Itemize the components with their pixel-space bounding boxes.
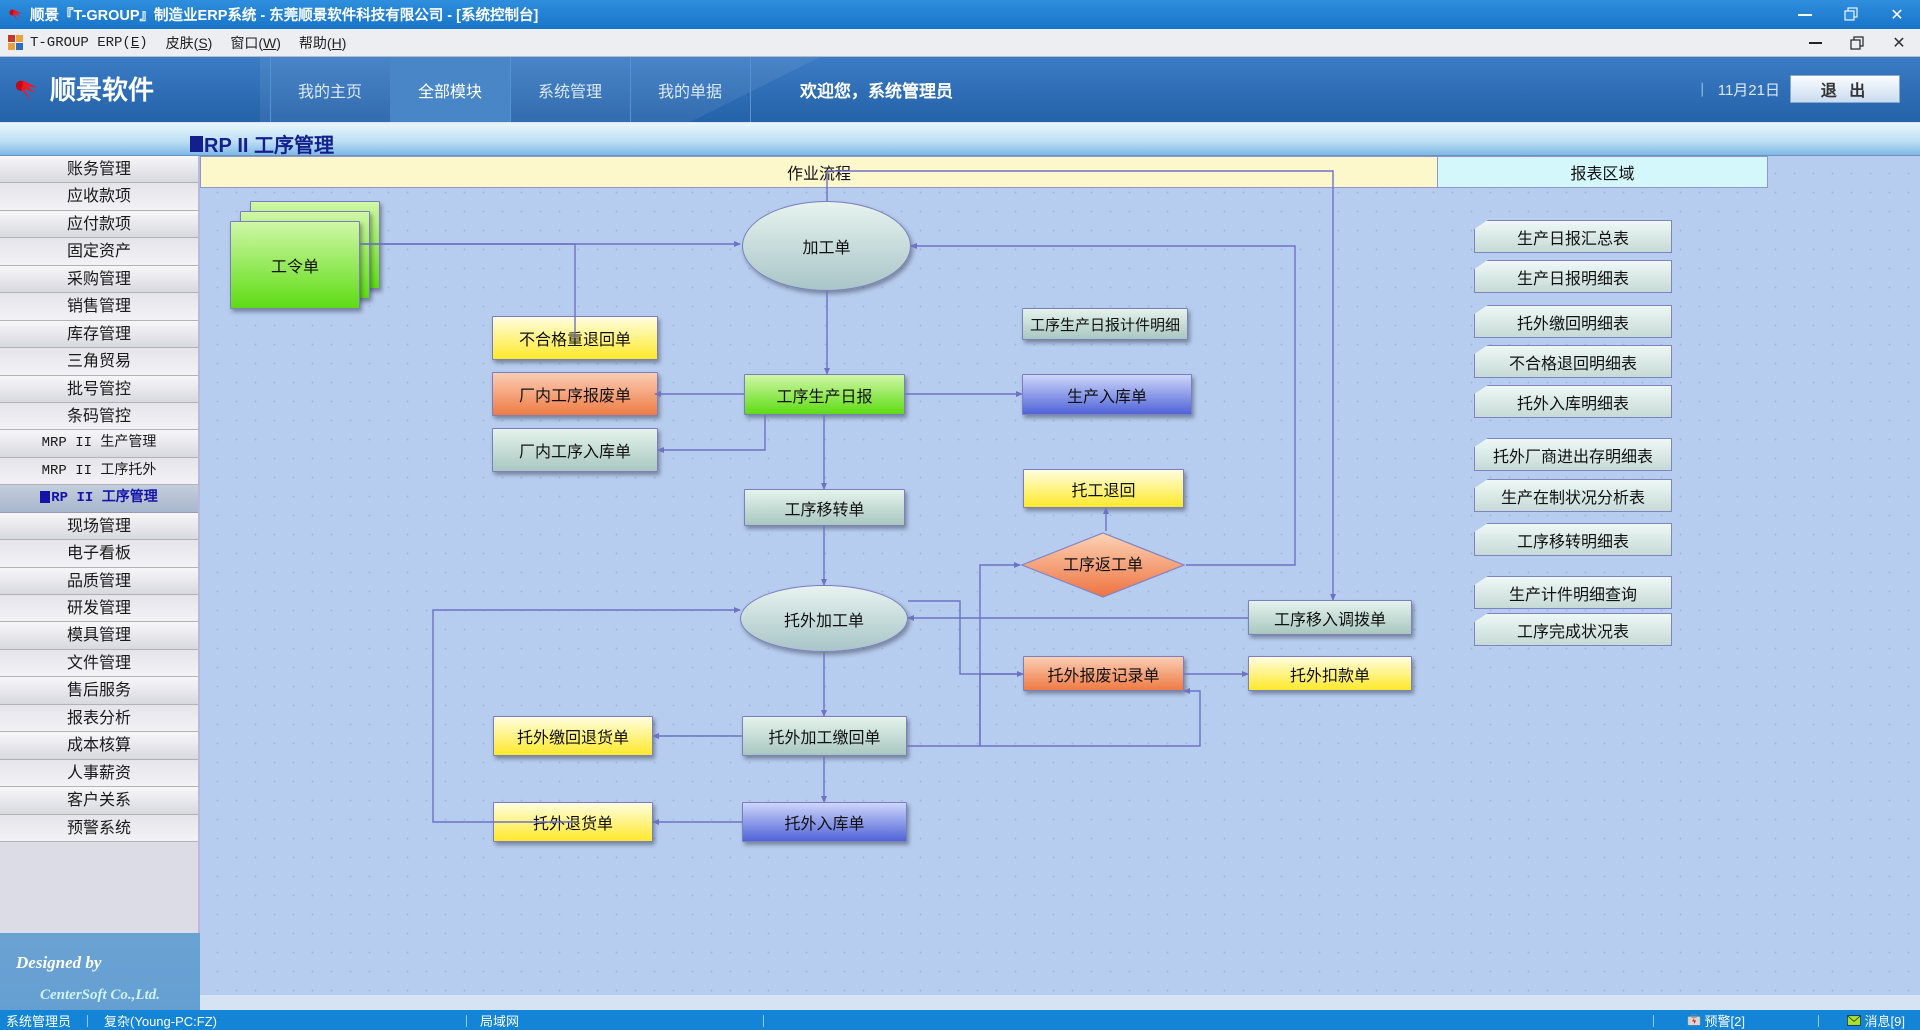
svg-text:工序返工单: 工序返工单 [1063, 556, 1143, 574]
